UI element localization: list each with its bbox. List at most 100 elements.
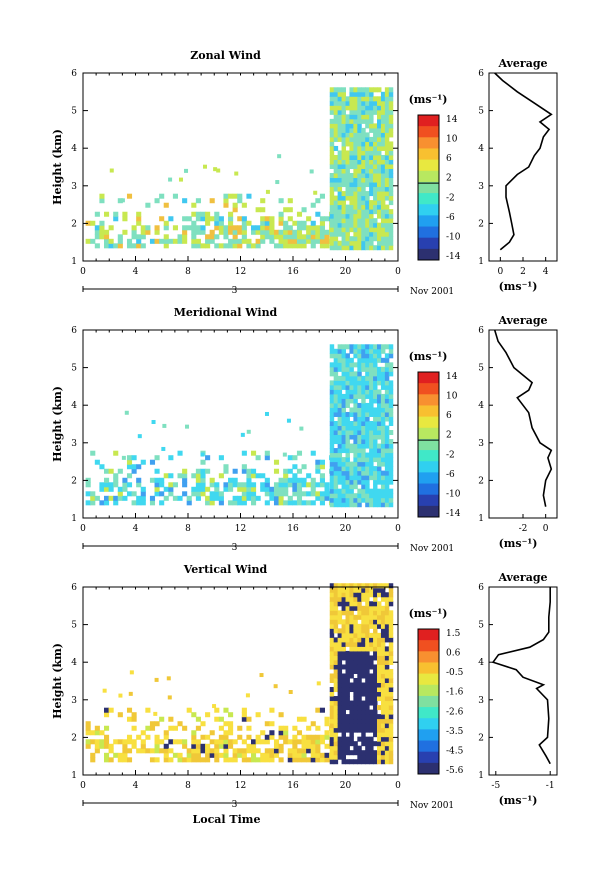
data-cell	[278, 211, 284, 217]
data-cell	[195, 757, 201, 763]
data-cell	[237, 748, 243, 754]
data-cell	[200, 486, 206, 492]
data-cell	[337, 380, 343, 386]
colorbar-swatch	[418, 137, 439, 149]
data-cell	[349, 619, 354, 625]
data-cell	[319, 757, 325, 763]
data-cell	[345, 750, 350, 756]
data-cell	[353, 425, 358, 431]
data-cell	[373, 154, 378, 160]
data-cell	[361, 204, 366, 210]
data-cell	[85, 743, 91, 749]
data-cell	[361, 646, 366, 652]
data-cell	[380, 655, 386, 661]
data-cell	[361, 145, 366, 151]
data-cell	[349, 623, 354, 629]
x-tick-label: 16	[287, 267, 299, 277]
data-cell	[377, 380, 382, 386]
data-cell	[345, 127, 350, 133]
data-cell	[223, 243, 229, 249]
data-cell	[333, 583, 339, 589]
data-cell	[195, 229, 201, 235]
data-cell	[329, 96, 335, 102]
data-cell	[154, 743, 160, 749]
data-cell	[369, 470, 374, 476]
data-cell	[388, 402, 394, 408]
data-cell	[301, 757, 307, 763]
data-cell	[373, 619, 378, 625]
data-cell	[369, 619, 374, 625]
data-cell	[377, 96, 382, 102]
data-cell	[329, 759, 335, 765]
data-cell	[384, 457, 390, 463]
data-cell	[345, 705, 350, 711]
data-cell	[353, 709, 358, 715]
data-cell	[361, 610, 366, 616]
data-cell	[251, 450, 257, 456]
data-cell	[337, 655, 343, 661]
data-cell	[384, 736, 390, 742]
data-cell	[369, 443, 374, 449]
data-cell	[357, 497, 362, 503]
data-cell	[361, 150, 366, 156]
data-cell	[108, 238, 114, 244]
data-cell	[365, 213, 370, 219]
data-cell	[388, 587, 394, 593]
data-cell	[384, 150, 390, 156]
data-cell	[264, 477, 270, 483]
data-cell	[377, 411, 382, 417]
data-cell	[380, 641, 386, 647]
data-cell	[377, 614, 382, 620]
data-cell	[361, 402, 366, 408]
data-cell	[357, 375, 362, 381]
data-cell	[329, 362, 335, 368]
data-cell	[373, 668, 378, 674]
data-cell	[365, 168, 370, 174]
data-cell	[388, 583, 394, 589]
data-cell	[384, 452, 390, 458]
data-cell	[377, 605, 382, 611]
data-cell	[369, 375, 374, 381]
data-cell	[333, 745, 339, 751]
data-cell	[345, 745, 350, 751]
data-cell	[306, 225, 312, 231]
data-cell	[140, 234, 146, 240]
data-cell	[337, 362, 343, 368]
data-cell	[310, 486, 316, 492]
data-cell	[349, 123, 354, 129]
data-cell	[345, 411, 350, 417]
data-cell	[345, 150, 350, 156]
data-cell	[191, 211, 197, 217]
data-cell	[319, 243, 325, 249]
data-cell	[341, 677, 346, 684]
data-cell	[388, 497, 394, 503]
date-label: Nov 2001	[410, 544, 454, 554]
data-cell	[264, 752, 270, 758]
data-cell	[349, 448, 354, 454]
data-cell	[191, 473, 197, 479]
data-cell	[310, 482, 316, 488]
data-cell	[195, 243, 201, 249]
data-cell	[301, 225, 307, 231]
y-tick-label: 4	[71, 144, 77, 154]
data-cell	[214, 486, 220, 492]
data-cell	[365, 430, 370, 436]
data-cell	[365, 623, 370, 629]
data-cell	[369, 745, 374, 751]
data-cell	[357, 353, 362, 359]
data-cell	[380, 687, 386, 693]
data-cell	[361, 614, 366, 620]
data-cell	[377, 754, 382, 760]
data-cell	[341, 745, 346, 751]
data-cell	[345, 105, 350, 111]
data-cell	[373, 705, 378, 711]
colorbar-swatch	[418, 718, 439, 730]
data-cell	[384, 502, 390, 508]
data-cell	[337, 366, 343, 372]
profile-y-tick-label: 4	[478, 144, 484, 154]
data-cell	[384, 677, 390, 684]
data-cell	[361, 182, 366, 188]
data-cell	[388, 191, 394, 197]
data-cell	[380, 384, 386, 390]
data-cell	[228, 216, 234, 222]
